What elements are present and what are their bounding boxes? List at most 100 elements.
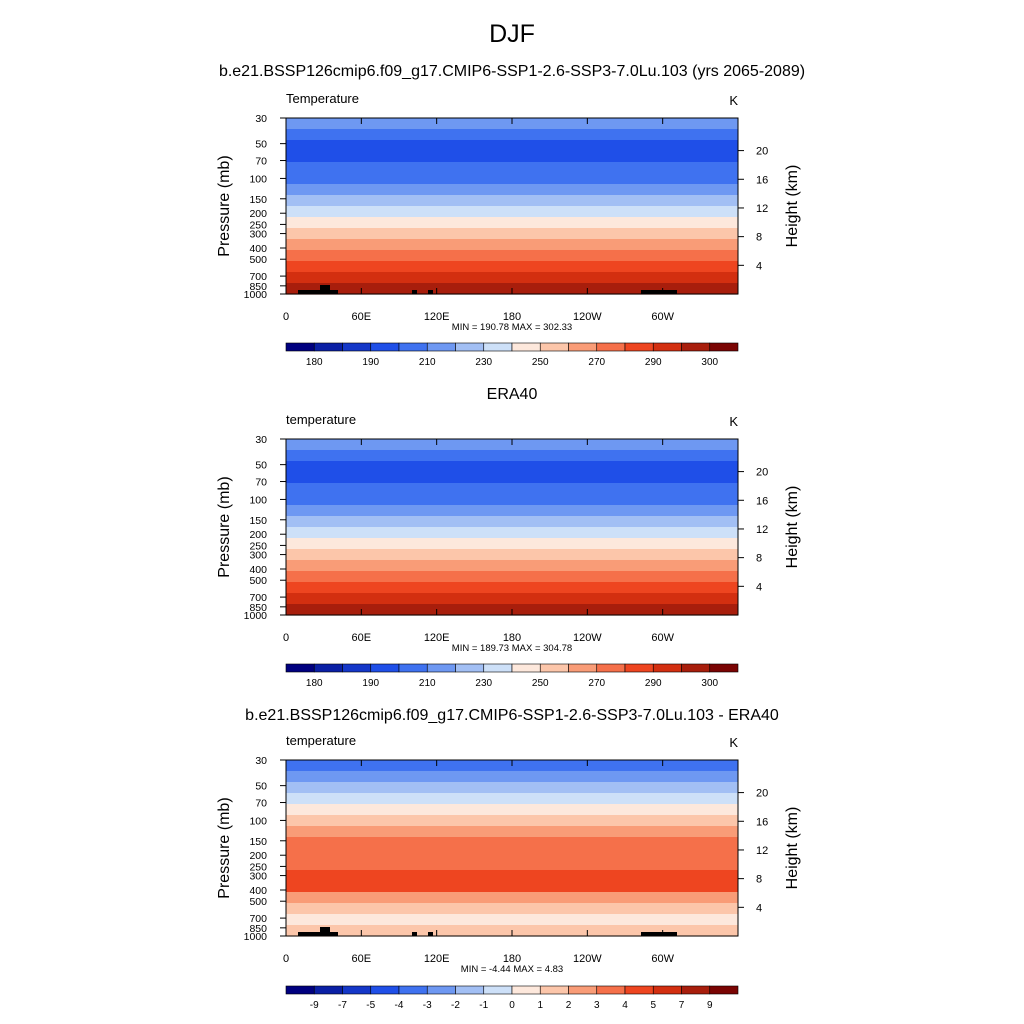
y-tick-label: 400 (249, 243, 267, 255)
contour-band (286, 494, 738, 506)
y-tick-label: 500 (249, 254, 267, 266)
colorbar-label: 0 (509, 1000, 515, 1011)
y-tick-label: 400 (249, 564, 267, 576)
colorbar-box (398, 985, 428, 995)
y-tick-label: 70 (255, 477, 267, 489)
y2-tick-label: 12 (756, 203, 768, 215)
x-tick-label: 60W (651, 632, 674, 644)
y2-tick-label: 20 (756, 788, 768, 800)
y-tick-label: 850 (249, 923, 267, 935)
y2-tick-label: 12 (756, 524, 768, 536)
y-tick-label: 150 (249, 194, 267, 206)
colorbar-label: 5 (650, 1000, 656, 1011)
contour-band (286, 593, 738, 605)
y-tick-label: 150 (249, 836, 267, 848)
minmax-label: MIN = 190.78 MAX = 302.33 (452, 322, 572, 333)
contour-band (286, 538, 738, 550)
y2-axis-title: Height (km) (784, 486, 801, 569)
y-tick-label: 30 (255, 113, 267, 125)
colorbar-label: 210 (419, 678, 436, 689)
topography-block (320, 932, 330, 936)
colorbar-label: 1 (537, 1000, 543, 1011)
colorbar: 180 190 210 230 250 270 290 300 (285, 663, 739, 689)
y2-tick-label: 20 (756, 146, 768, 158)
contour-band (286, 162, 738, 174)
colorbar-label: 290 (645, 357, 662, 368)
y-tick-label: 250 (249, 861, 267, 873)
y-axis-title: Pressure (mb) (216, 155, 233, 256)
variable-label: temperature (286, 733, 356, 748)
colorbar-label: 9 (707, 1000, 713, 1011)
y-tick-label: 100 (249, 173, 267, 185)
topography-block (428, 290, 433, 294)
y2-axis-title: Height (km) (784, 807, 801, 890)
colorbar-box (426, 985, 456, 995)
topography-block (641, 932, 677, 936)
contour-band (286, 228, 738, 240)
colorbar-label: 2 (566, 1000, 572, 1011)
colorbar-label: 210 (419, 357, 436, 368)
y-tick-label: 250 (249, 219, 267, 231)
contour-band (286, 549, 738, 561)
contour-band (286, 461, 738, 473)
colorbar-label: 180 (306, 357, 323, 368)
colorbar-box (652, 985, 682, 995)
contour-band (286, 582, 738, 594)
contour-band (286, 881, 738, 893)
x-tick-label: 120W (573, 632, 602, 644)
topography-block (320, 285, 330, 291)
colorbar-label: -9 (310, 1000, 319, 1011)
y2-tick-label: 12 (756, 845, 768, 857)
contour-band (286, 250, 738, 262)
contour-fill (286, 760, 738, 937)
y-tick-label: 850 (249, 602, 267, 614)
contour-band (286, 571, 738, 583)
colorbar-label: 250 (532, 357, 549, 368)
contour-band (286, 870, 738, 882)
x-tick-label: 0 (283, 953, 289, 965)
y-tick-label: 300 (249, 871, 267, 883)
x-tick-label: 0 (283, 632, 289, 644)
contour-band (286, 771, 738, 783)
contour-band (286, 206, 738, 218)
contour-band (286, 483, 738, 495)
x-tick-label: 180 (503, 311, 521, 323)
colorbar-box (709, 985, 739, 995)
y-tick-label: 1000 (244, 610, 268, 622)
contour-band (286, 793, 738, 805)
topography (298, 285, 677, 294)
y-tick-label: 150 (249, 515, 267, 527)
colorbar-box (511, 985, 541, 995)
colorbar-box (370, 985, 400, 995)
y2-tick-label: 16 (756, 174, 768, 186)
colorbar-box (568, 985, 598, 995)
y-tick-label: 30 (255, 755, 267, 767)
panel-3-title: b.e21.BSSP126cmip6.f09_g17.CMIP6-SSP1-2.… (245, 707, 779, 724)
colorbar: 180 190 210 230 250 270 290 300 (285, 342, 739, 368)
topography (298, 927, 677, 936)
y-axis-title: Pressure (mb) (216, 797, 233, 898)
topography-block (412, 932, 417, 936)
topography-block (320, 290, 330, 294)
y-tick-label: 500 (249, 575, 267, 587)
contour-band (286, 261, 738, 273)
contour-band (286, 239, 738, 251)
units-label: K (729, 735, 738, 750)
x-tick-label: 120W (573, 311, 602, 323)
colorbar-box (681, 985, 711, 995)
y-tick-label: 400 (249, 885, 267, 897)
y-tick-label: 200 (249, 529, 267, 541)
topography-block (328, 290, 338, 294)
y2-tick-label: 8 (756, 553, 762, 565)
panel-1-title: b.e21.BSSP126cmip6.f09_g17.CMIP6-SSP1-2.… (218, 63, 806, 80)
figure-title: DJF (489, 20, 535, 48)
colorbar-label: 290 (645, 678, 662, 689)
contour-band (286, 848, 738, 860)
colorbar-box (342, 985, 372, 995)
contour-band (286, 826, 738, 838)
y-tick-label: 300 (249, 550, 267, 562)
x-tick-label: 180 (503, 953, 521, 965)
contour-band (286, 516, 738, 528)
colorbar-box (285, 985, 315, 995)
